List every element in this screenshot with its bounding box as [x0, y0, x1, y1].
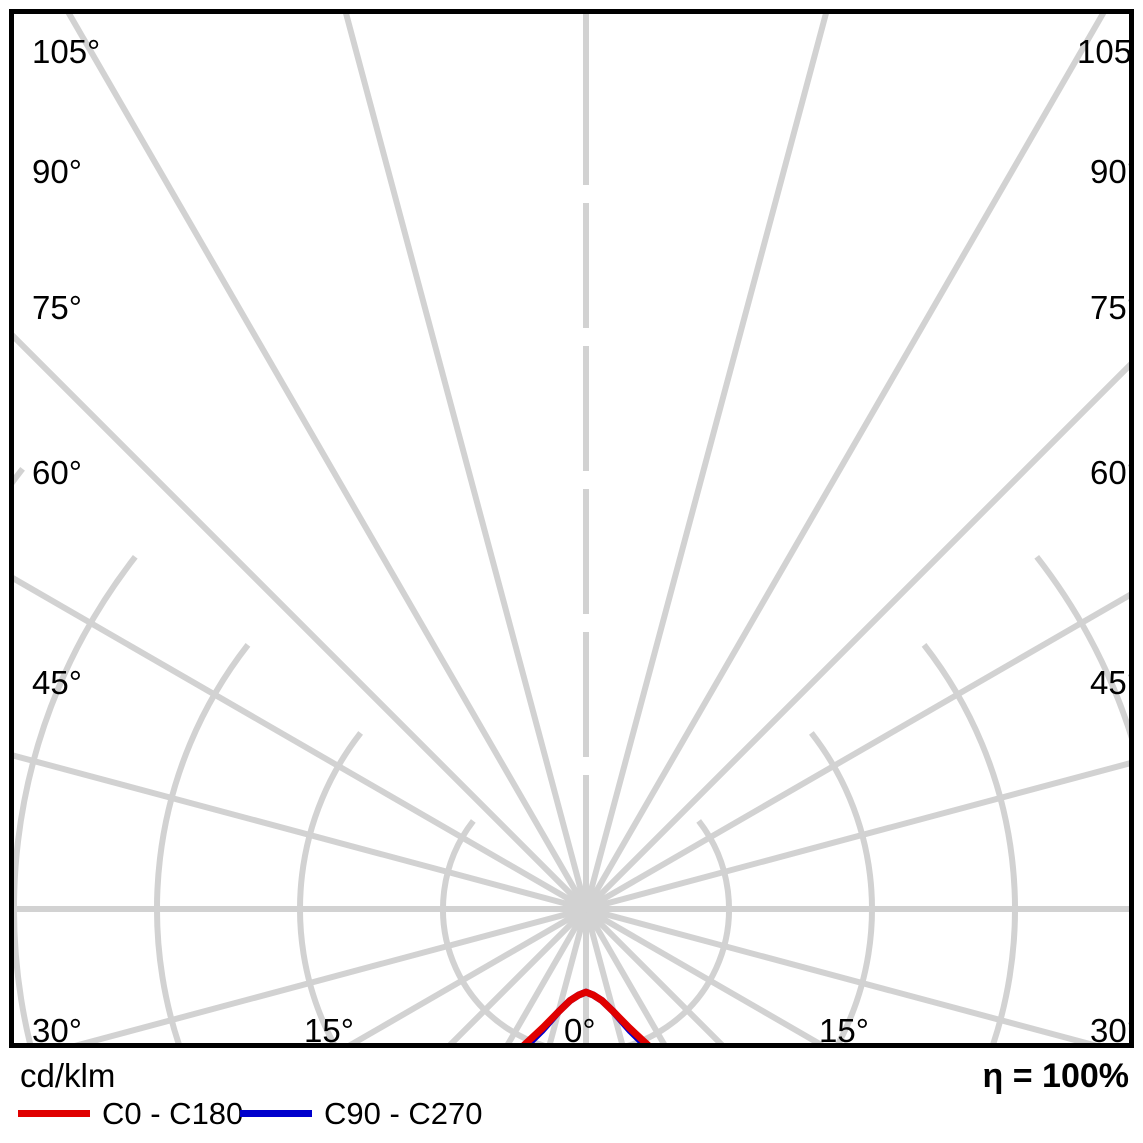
legend-area: cd/klm η = 100% C0 - C180 C90 - C270 [0, 1048, 1143, 1143]
angle-label-right-0: 105° [1077, 33, 1133, 70]
angle-label-left-3: 60° [32, 454, 82, 491]
angle-label-bottom-0: 15° [304, 1012, 354, 1048]
legend-item-c90-c270[interactable]: C90 - C270 [240, 1095, 483, 1131]
polar-grid [14, 14, 1129, 1043]
plot-frame: 105° 90° 75° 60° 45° 30° 105° 90° 75° 60° 45° 30° 15… [9, 9, 1134, 1048]
legend-label-c0-c180: C0 - C180 [102, 1095, 244, 1131]
angle-label-right-3: 60° [1090, 454, 1129, 491]
angle-label-left-2: 75° [32, 289, 82, 326]
angle-label-right-2: 75° [1090, 289, 1129, 326]
efficiency-label: η = 100% [982, 1057, 1129, 1095]
angle-label-left-4: 45° [32, 664, 82, 701]
polar-chart-svg [14, 14, 1129, 1043]
angle-label-bottom-1: 0° [564, 1012, 596, 1048]
angle-label-right-5: 30° [1090, 1012, 1129, 1048]
legend-swatch-c0-c180 [18, 1109, 90, 1117]
angle-label-right-1: 90° [1090, 153, 1129, 190]
angle-label-left-0: 105° [32, 33, 101, 70]
unit-label: cd/klm [20, 1057, 116, 1094]
legend-swatch-c90-c270 [240, 1109, 312, 1117]
legend-item-c0-c180[interactable]: C0 - C180 [18, 1095, 244, 1131]
angle-label-left-5: 30° [32, 1012, 82, 1048]
angle-label-bottom-2: 15° [819, 1012, 869, 1048]
legend-label-c90-c270: C90 - C270 [324, 1095, 483, 1131]
angle-label-right-4: 45° [1090, 664, 1129, 701]
distribution-curves [521, 988, 651, 1043]
angle-label-left-1: 90° [32, 153, 82, 190]
